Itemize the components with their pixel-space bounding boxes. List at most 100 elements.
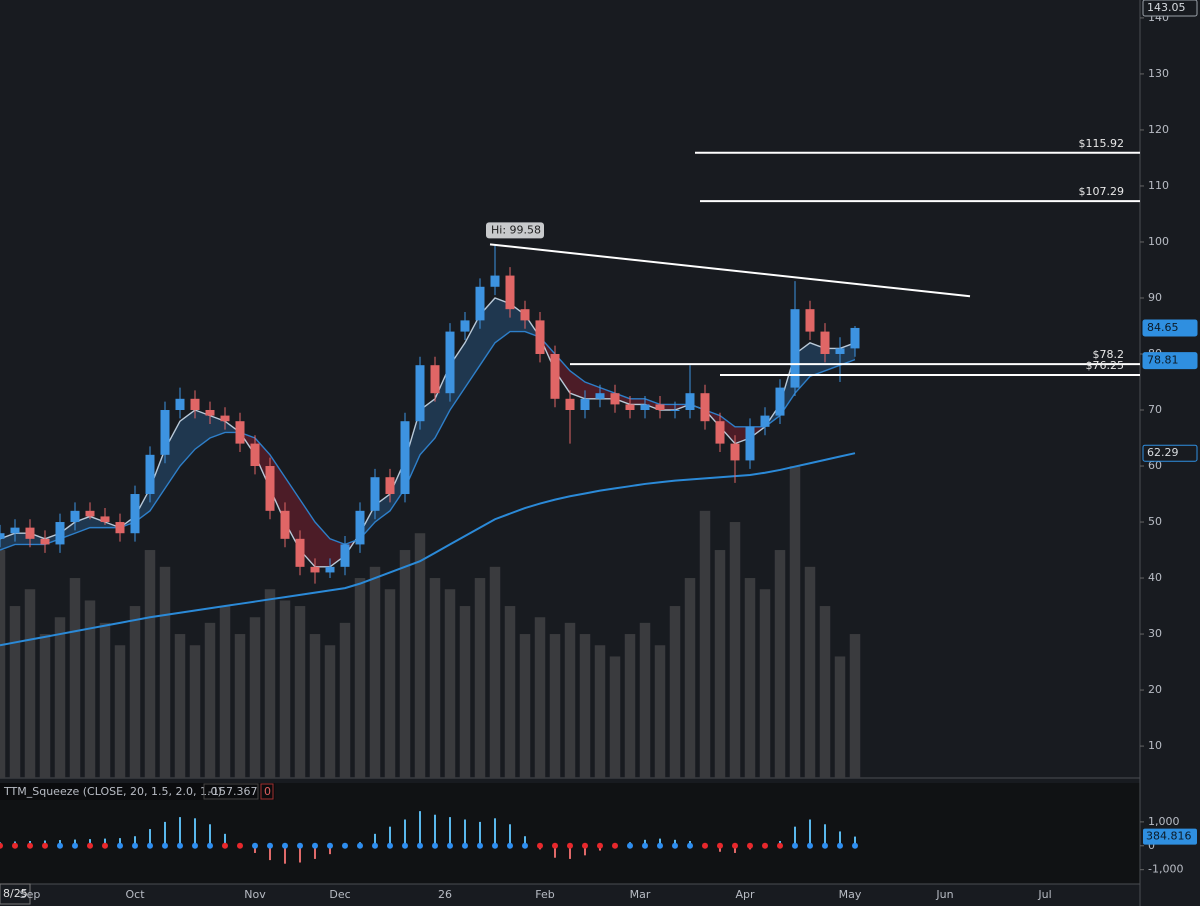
squeeze-dot: [297, 842, 303, 849]
indicator-tick-label: 0: [1148, 839, 1155, 852]
volume-bar: [294, 606, 306, 778]
squeeze-dot: [462, 842, 468, 849]
candle-body: [505, 275, 515, 310]
indicator-header: [0, 783, 275, 800]
volume-bar: [429, 578, 441, 778]
candle-body: [430, 365, 440, 394]
squeeze-dot: [342, 842, 348, 849]
candle-body: [400, 421, 410, 495]
readout-box: [203, 783, 259, 800]
candle-body: [175, 398, 185, 411]
moving-average: [0, 330, 856, 551]
candle-body: [385, 477, 395, 495]
volume-bar: [219, 606, 231, 778]
volume-bar: [624, 634, 636, 778]
squeeze-dot: [672, 842, 678, 849]
volume-bar: [129, 606, 141, 778]
price-tag-label: 84.65: [1147, 321, 1179, 334]
candle-body: [145, 454, 155, 495]
cursor-date-box: [0, 883, 31, 905]
volume-bar: [84, 600, 96, 778]
ema-cloud: [315, 522, 330, 567]
volume-bar: [54, 617, 66, 778]
y-tick-label: 30: [1148, 627, 1162, 640]
squeeze-dot: [177, 842, 183, 849]
candle-body: [55, 522, 65, 545]
squeeze-dot: [117, 842, 123, 849]
candle-body: [640, 404, 650, 411]
squeeze-dot: [147, 842, 153, 849]
volume-bar: [144, 550, 156, 778]
ema-cloud: [510, 303, 525, 332]
y-tick-label: 10: [1148, 739, 1162, 752]
volume-bar: [804, 566, 816, 778]
price-tag: [1142, 319, 1198, 337]
squeeze-dot: [357, 842, 363, 849]
candle-body: [595, 393, 605, 399]
candle-body: [325, 566, 335, 573]
ema-cloud: [570, 370, 585, 399]
volume-bar: [729, 522, 741, 778]
squeeze-dot: [312, 842, 318, 849]
candle-body: [160, 410, 170, 455]
y-tick-label: 90: [1148, 291, 1162, 304]
volume-bar: [834, 656, 846, 778]
y-tick-label: 40: [1148, 571, 1162, 584]
y-tick-label: 120: [1148, 123, 1169, 136]
squeeze-dot: [522, 842, 528, 849]
volume-bar: [339, 622, 351, 778]
price-tag-label: 62.29: [1147, 446, 1179, 459]
candle-body: [520, 309, 530, 321]
candle-body: [790, 309, 800, 388]
candle-body: [775, 387, 785, 416]
volume-bar: [204, 622, 216, 778]
squeeze-dot: [597, 842, 603, 849]
x-tick-label: Feb: [535, 888, 554, 901]
volume-bar: [849, 634, 861, 778]
candle-body: [190, 398, 200, 411]
y-tick-label: 50: [1148, 515, 1162, 528]
volume-bar: [714, 550, 726, 778]
volume-bar: [69, 578, 81, 778]
squeeze-dot: [432, 842, 438, 849]
volume-bar: [414, 533, 426, 778]
ema-cloud: [465, 314, 480, 388]
ema-cloud: [375, 494, 390, 523]
cursor-date: 8/25: [3, 887, 28, 900]
x-tick-label: Sep: [20, 888, 41, 901]
volume-bar: [384, 589, 396, 778]
volume-bar: [519, 634, 531, 778]
y-tick-label: 70: [1148, 403, 1162, 416]
candle-body: [265, 466, 275, 511]
squeeze-dot: [57, 842, 63, 849]
candle-body: [370, 477, 380, 511]
ema-cloud: [630, 398, 645, 405]
volume-bar: [399, 550, 411, 778]
squeeze-dot: [252, 842, 258, 849]
candle-body: [730, 443, 740, 461]
candle-body: [850, 327, 860, 349]
y-tick-label: 130: [1148, 67, 1169, 80]
squeeze-dot: [87, 842, 93, 849]
candle-body: [130, 494, 140, 534]
squeeze-dot: [537, 842, 543, 849]
squeeze-dot: [417, 842, 423, 849]
squeeze-dot: [762, 842, 768, 849]
x-tick-label: Oct: [125, 888, 145, 901]
squeeze-dot: [642, 842, 648, 849]
ema-cloud: [195, 410, 210, 450]
squeeze-dot: [792, 842, 798, 849]
indicator-title: TTM_Squeeze (CLOSE, 20, 1.5, 2.0, 1.0): [3, 785, 222, 798]
price-level-label: $76.25: [1086, 359, 1125, 372]
squeeze-dot: [687, 842, 693, 849]
price-level-label: $107.29: [1079, 185, 1125, 198]
indicator-readout: -157.367: [208, 785, 257, 798]
moving-average: [0, 297, 856, 568]
candle-body: [235, 421, 245, 444]
candle-body: [490, 275, 500, 287]
squeeze-dot: [492, 842, 498, 849]
volume-bar: [474, 578, 486, 778]
squeeze-dot: [72, 842, 78, 849]
squeeze-dot: [222, 842, 228, 849]
